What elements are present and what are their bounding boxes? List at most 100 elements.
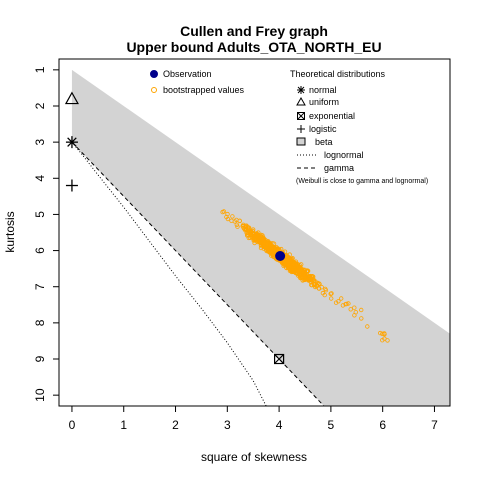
y-tick-label: 1 (33, 66, 47, 73)
bootstrap-point (260, 237, 265, 243)
plot-area (64, 69, 450, 406)
bootstrap-point (311, 282, 317, 287)
bootstrap-point (234, 217, 239, 223)
y-axis: 1 2 3 4 5 6 7 8 9 10 (33, 66, 59, 402)
bootstrap-point (256, 233, 262, 238)
bootstrap-point (250, 231, 255, 237)
bootstrap-point (229, 218, 234, 223)
legend-normal-label: normal (309, 85, 337, 95)
legend-bootstrap-label: bootstrapped values (163, 85, 245, 95)
chart-title: Cullen and Frey graph (180, 23, 328, 39)
bootstrap-point (329, 296, 334, 301)
bootstrap-point (295, 263, 300, 268)
bootstrap-point (365, 324, 370, 329)
y-tick-label: 10 (33, 388, 47, 402)
bootstrap-point (346, 301, 351, 306)
normal-marker (65, 136, 78, 149)
legend-lognormal-label: lognormal (324, 150, 364, 160)
legend-observations: Observation bootstrapped values (150, 69, 245, 95)
bootstrap-point (348, 307, 353, 312)
observation-point (275, 250, 286, 261)
theoretical-markers (64, 91, 285, 365)
bootstrap-point (380, 338, 385, 343)
bootstrap-point (296, 271, 302, 276)
legend-beta-label: beta (315, 137, 333, 147)
y-axis-label: kurtosis (3, 211, 17, 252)
beta-region (71, 69, 450, 406)
legend-exponential-label: exponential (309, 111, 355, 121)
bootstrap-point (246, 226, 252, 232)
bootstrap-point (317, 281, 322, 287)
y-tick-label: 3 (33, 138, 47, 145)
lognormal-curve (71, 141, 267, 406)
bootstrap-point (298, 274, 304, 280)
plot-frame (58, 58, 451, 407)
bootstrap-point (230, 214, 235, 219)
x-tick-label: 1 (120, 418, 127, 432)
legend-bootstrap-marker (151, 87, 157, 93)
bootstrap-point (221, 209, 227, 214)
legend-uniform-marker (296, 96, 306, 106)
x-tick-label: 2 (172, 418, 179, 432)
x-tick-label: 0 (69, 418, 76, 432)
bootstrap-point (353, 310, 358, 315)
legend-weibull-note: (Weibull is close to gamma and lognormal… (296, 178, 428, 185)
bootstrap-point (302, 270, 307, 275)
x-tick-label: 7 (431, 418, 438, 432)
x-tick-label: 4 (276, 418, 283, 432)
bootstrap-point (378, 330, 383, 336)
bootstrap-point (328, 291, 333, 296)
bootstrap-point (284, 256, 289, 262)
y-tick-label: 2 (33, 102, 47, 109)
bootstrap-point (246, 235, 251, 241)
legend-logistic-label: logistic (309, 124, 337, 134)
bootstrap-point (263, 247, 269, 252)
y-tick-label: 8 (33, 319, 47, 326)
bootstrap-point (323, 288, 329, 293)
bootstrap-point (333, 300, 339, 305)
legend-gamma-label: gamma (324, 163, 354, 173)
y-tick-label: 7 (33, 283, 47, 290)
y-tick-label: 6 (33, 247, 47, 254)
y-tick-label: 4 (33, 175, 47, 182)
gamma-line (71, 141, 325, 406)
bootstrap-point (264, 242, 269, 247)
bootstrap-point (319, 285, 324, 290)
bootstrap-point (286, 265, 291, 270)
bootstrap-point (272, 250, 277, 255)
bootstrap-point (312, 281, 318, 287)
bootstrap-point (339, 296, 344, 301)
legend-theoretical-title: Theoretical distributions (290, 69, 386, 79)
x-tick-label: 6 (379, 418, 386, 432)
x-tick-label: 5 (328, 418, 335, 432)
legend-theoretical: Theoretical distributions normal uniform… (290, 69, 428, 185)
bootstrap-point (251, 238, 256, 243)
legend-normal-marker (297, 86, 305, 94)
legend-logistic-marker (297, 125, 305, 133)
legend-beta-marker (296, 137, 306, 146)
y-tick-label: 5 (33, 211, 47, 218)
x-axis-label: square of skewness (201, 450, 307, 464)
bootstrap-point (293, 260, 298, 266)
bootstrap-point (241, 225, 246, 231)
y-tick-label: 9 (33, 355, 47, 362)
legend-uniform-label: uniform (309, 97, 339, 107)
logistic-marker (65, 179, 78, 192)
x-tick-label: 3 (224, 418, 231, 432)
bootstrap-point (359, 307, 364, 313)
bootstrap-point (260, 239, 265, 245)
bootstrap-point (267, 249, 272, 254)
uniform-marker (64, 91, 79, 105)
legend-observation-label: Observation (163, 69, 212, 79)
bootstrap-point (343, 302, 348, 307)
bootstrap-point (304, 275, 310, 280)
bootstrap-point (225, 211, 230, 217)
bootstrap-point (286, 261, 291, 266)
x-axis: 0 1 2 3 4 5 6 7 (69, 406, 438, 432)
bootstrap-point (322, 292, 327, 298)
bootstrap-point (235, 224, 240, 229)
bootstrap-point (259, 232, 264, 238)
bootstrap-point (252, 240, 257, 246)
chart-subtitle: Upper bound Adults_OTA_NORTH_EU (126, 39, 381, 55)
